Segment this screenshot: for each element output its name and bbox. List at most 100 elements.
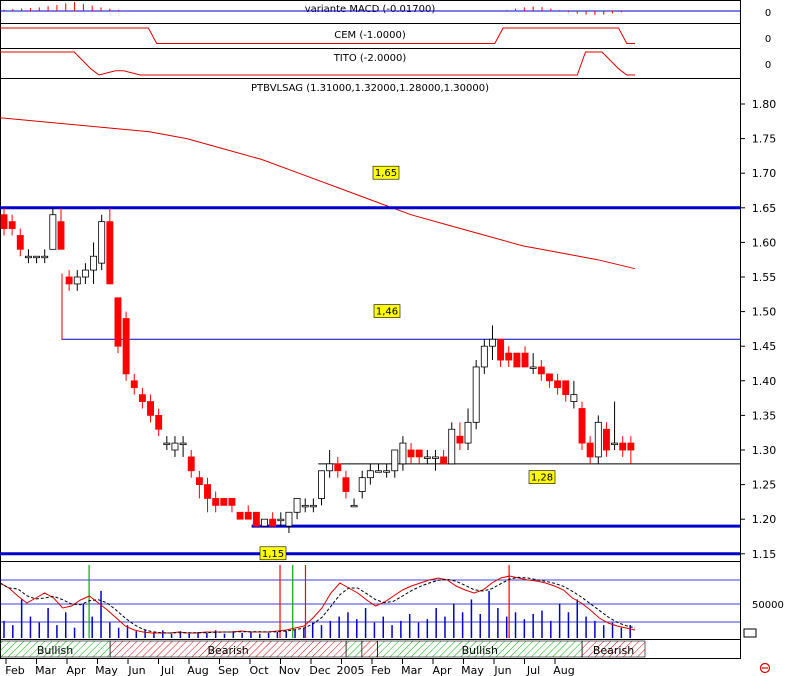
volume-scale-box (743, 628, 757, 638)
candle-body (309, 504, 317, 508)
tito-panel-title: TITO (-2.0000) (333, 53, 407, 64)
candle-body (163, 442, 171, 445)
month-label: Jun (493, 664, 511, 676)
candle-body (627, 442, 635, 451)
month-label: Feb (5, 664, 24, 676)
candle-body (130, 380, 138, 389)
candle-body (505, 352, 513, 361)
month-label: Aug (553, 664, 574, 676)
month-label: Jul (160, 664, 174, 676)
candle-body (578, 408, 586, 444)
month-label: Aug (187, 664, 208, 676)
candle-body (415, 449, 423, 458)
trend-band-label: Bullish (462, 644, 498, 657)
cem-layer (0, 27, 635, 44)
annotation-label: 1,65 (375, 168, 397, 179)
price-tick-label: 1.60 (752, 236, 777, 249)
candle-body (138, 394, 146, 402)
tito-axis-value: 0 (765, 60, 771, 71)
macd-layer (0, 2, 740, 16)
candle-body (147, 401, 154, 416)
moving-average-line (0, 117, 636, 270)
candle-body (228, 498, 236, 506)
candle-body (464, 421, 472, 444)
month-label: 2005 (337, 664, 365, 676)
trend-band (345, 640, 363, 658)
moving-average-layer (0, 117, 636, 270)
trend-band-label: Bearish (207, 644, 248, 657)
candle-body (236, 511, 244, 520)
candle-body (171, 442, 179, 451)
price-tick-label: 1.25 (752, 479, 777, 492)
price-tick-label: 1.40 (752, 375, 777, 388)
candle-body (366, 470, 374, 479)
candle-body (114, 297, 122, 347)
candle-body (318, 470, 325, 499)
panel-frames (0, 0, 741, 659)
trend-band (361, 640, 378, 658)
price-tick-label: 1.20 (752, 513, 777, 526)
price-tick-label: 1.35 (752, 409, 777, 422)
annotation-label: 1,46 (376, 307, 398, 318)
candle-body (529, 366, 537, 369)
main-panel-title: PTBVLSAG (1.31000,1.32000,1.28000,1.3000… (251, 83, 489, 94)
candle-body (472, 366, 480, 423)
candle-body (326, 463, 334, 472)
month-label: Sep (218, 664, 239, 676)
candle-body (611, 442, 619, 445)
candle-body (106, 221, 114, 285)
month-label: May (461, 664, 484, 676)
close-icon[interactable] (759, 662, 771, 674)
month-label: Mar (401, 664, 422, 676)
candle-body (179, 442, 187, 445)
price-tick-label: 1.75 (752, 133, 777, 146)
month-label: May (95, 664, 118, 676)
price-tick-label: 1.55 (752, 271, 777, 284)
price-axis: 1.80 1.75 1.70 1.65 1.60 1.55 1.50 1.45 1.40 1.35… (740, 98, 776, 561)
trend-bands-layer: Bullish Bearish Bullish Bearish (0, 640, 646, 658)
candle-body (383, 470, 391, 473)
candle-body (350, 504, 358, 508)
candle-body (0, 214, 8, 229)
candle-body (81, 269, 89, 278)
month-label: Nov (279, 664, 301, 676)
candle-body (90, 255, 98, 271)
candle-body (391, 449, 399, 472)
month-label: Jul (526, 664, 540, 676)
oscillator-signal-line (0, 576, 636, 634)
price-tick-label: 1.45 (752, 340, 777, 353)
month-label: Feb (371, 664, 390, 676)
month-label: Jun (127, 664, 145, 676)
candle-body (195, 477, 203, 485)
candle-body (212, 498, 220, 506)
candle-body (301, 504, 309, 508)
candle-body (586, 442, 594, 458)
candle-body (513, 352, 521, 368)
candle-body (65, 276, 73, 285)
candle-body (244, 511, 252, 520)
candle-body (57, 221, 65, 250)
candle-body (399, 442, 407, 465)
candle-body (570, 394, 578, 402)
price-tick-label: 1.50 (752, 306, 777, 319)
candle-body (334, 463, 342, 472)
annotation-box (373, 304, 401, 318)
cem-line (0, 27, 635, 44)
price-tick-label: 1.30 (752, 444, 777, 457)
candle-body (562, 380, 570, 396)
tito-line (0, 51, 635, 76)
candle-body (480, 345, 488, 368)
candle-body (489, 338, 496, 347)
candle-body (432, 456, 439, 459)
annotations-layer: 1,65 1,46 1,28 1,15 (259, 165, 556, 561)
candle-body (16, 235, 24, 250)
annotation-box (259, 546, 287, 561)
candle-body (440, 456, 448, 465)
oscillator-line (0, 575, 636, 634)
candle-body (155, 414, 163, 430)
price-tick-label: 1.70 (752, 167, 777, 180)
annotation-label: 1,15 (262, 549, 284, 560)
price-tick-label: 1.15 (752, 548, 777, 561)
candle-body (8, 221, 16, 229)
candle-body (122, 318, 130, 375)
